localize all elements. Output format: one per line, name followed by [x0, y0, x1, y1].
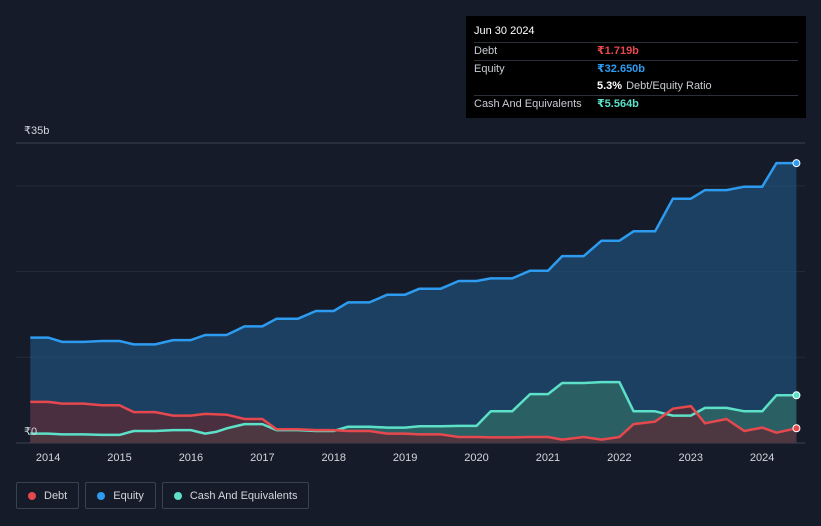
y-tick-label: ₹0 [24, 426, 37, 438]
end-marker-cash-and-equivalents [792, 391, 801, 400]
series-areas [30, 163, 797, 443]
tooltip-date: Jun 30 2024 [474, 25, 535, 37]
tooltip-cash-value: ₹5.564b [597, 98, 639, 110]
y-axis: ₹35b ₹0 [24, 125, 49, 438]
end-marker-equity [792, 159, 801, 168]
tooltip-ratio-label: Debt/Equity Ratio [626, 80, 712, 92]
x-tick-label: 2023 [679, 452, 703, 464]
legend-label-debt: Debt [44, 489, 68, 502]
tooltip-debt-label: Debt [474, 45, 498, 57]
area-debt [30, 401, 797, 443]
tooltip-cash-label: Cash And Equivalents [474, 98, 582, 110]
x-tick-label: 2024 [750, 452, 774, 464]
tooltip-cash-row: Cash And Equivalents ₹5.564b [474, 95, 798, 113]
y-tick-label: ₹35b [24, 125, 49, 137]
end-marker-debt [792, 424, 801, 433]
legend-label-equity: Equity [113, 489, 144, 502]
area-cash-and-equivalents [30, 382, 797, 443]
tooltip-ratio-spacer [474, 78, 597, 95]
tooltip: Jun 30 2024 Debt ₹1.719b Equity ₹32.650b… [466, 16, 806, 118]
area-equity [30, 163, 797, 443]
series-lines [30, 161, 797, 441]
tooltip-ratio-value: 5.3% [597, 80, 623, 92]
line-equity [30, 161, 797, 346]
tooltip-equity-label: Equity [474, 63, 505, 75]
legend-dot-equity [97, 491, 106, 500]
x-tick-label: 2021 [536, 452, 560, 464]
x-tick-label: 2022 [607, 452, 631, 464]
tooltip-debt-value: ₹1.719b [597, 45, 639, 57]
x-tick-label: 2018 [321, 452, 345, 464]
x-axis: 2014 2015 2016 2017 2018 2019 2020 2021 2022 2023… [36, 452, 775, 464]
tooltip-ratio-row: 5.3% Debt/Equity Ratio [474, 78, 798, 95]
legend: Debt Equity Cash And Equivalents [16, 482, 310, 509]
legend-dot-debt [28, 491, 36, 500]
x-tick-label: 2015 [107, 452, 131, 464]
legend-label-cash: Cash And Equivalents [189, 489, 298, 502]
legend-item-debt[interactable]: Debt [16, 482, 80, 509]
tooltip-equity-row: Equity ₹32.650b [474, 60, 798, 78]
legend-item-cash[interactable]: Cash And Equivalents [161, 482, 310, 509]
x-tick-label: 2019 [393, 452, 417, 464]
tooltip-equity-value: ₹32.650b [597, 63, 646, 75]
x-tick-label: 2017 [250, 452, 274, 464]
line-debt [30, 400, 797, 441]
legend-dot-cash [173, 491, 182, 500]
x-tick-label: 2016 [179, 452, 203, 464]
legend-item-equity[interactable]: Equity [85, 482, 156, 509]
x-tick-label: 2014 [36, 452, 60, 464]
series-end-markers [792, 159, 801, 433]
x-tick-label: 2020 [464, 452, 488, 464]
tooltip-debt-row: Debt ₹1.719b [474, 42, 798, 60]
